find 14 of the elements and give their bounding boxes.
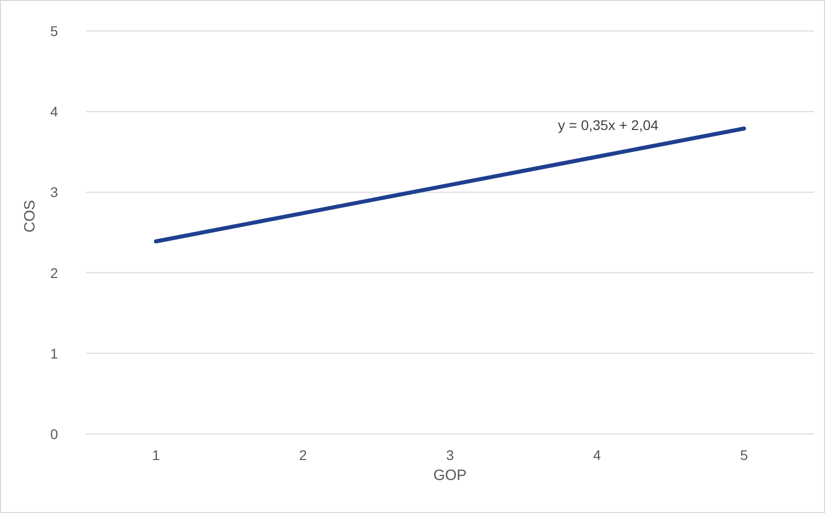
x-tick-label: 1 <box>152 446 160 463</box>
y-tick-label: 3 <box>50 184 58 200</box>
y-axis-title: COS <box>21 200 38 232</box>
y-tick-label: 2 <box>50 264 58 281</box>
y-tick-label: 5 <box>50 22 58 39</box>
x-tick-label: 2 <box>299 446 308 463</box>
y-tick-label: 4 <box>50 104 58 120</box>
annotation: y = 0,35x + 2,04 <box>558 117 658 133</box>
y-tick-label: 1 <box>50 345 58 362</box>
x-tick-label: 5 <box>740 446 748 463</box>
x-axis-title: GOP <box>433 467 467 484</box>
x-tick-label: 4 <box>593 446 602 463</box>
x-tick-label: 3 <box>446 446 454 463</box>
y-tick-label: 0 <box>50 426 58 442</box>
